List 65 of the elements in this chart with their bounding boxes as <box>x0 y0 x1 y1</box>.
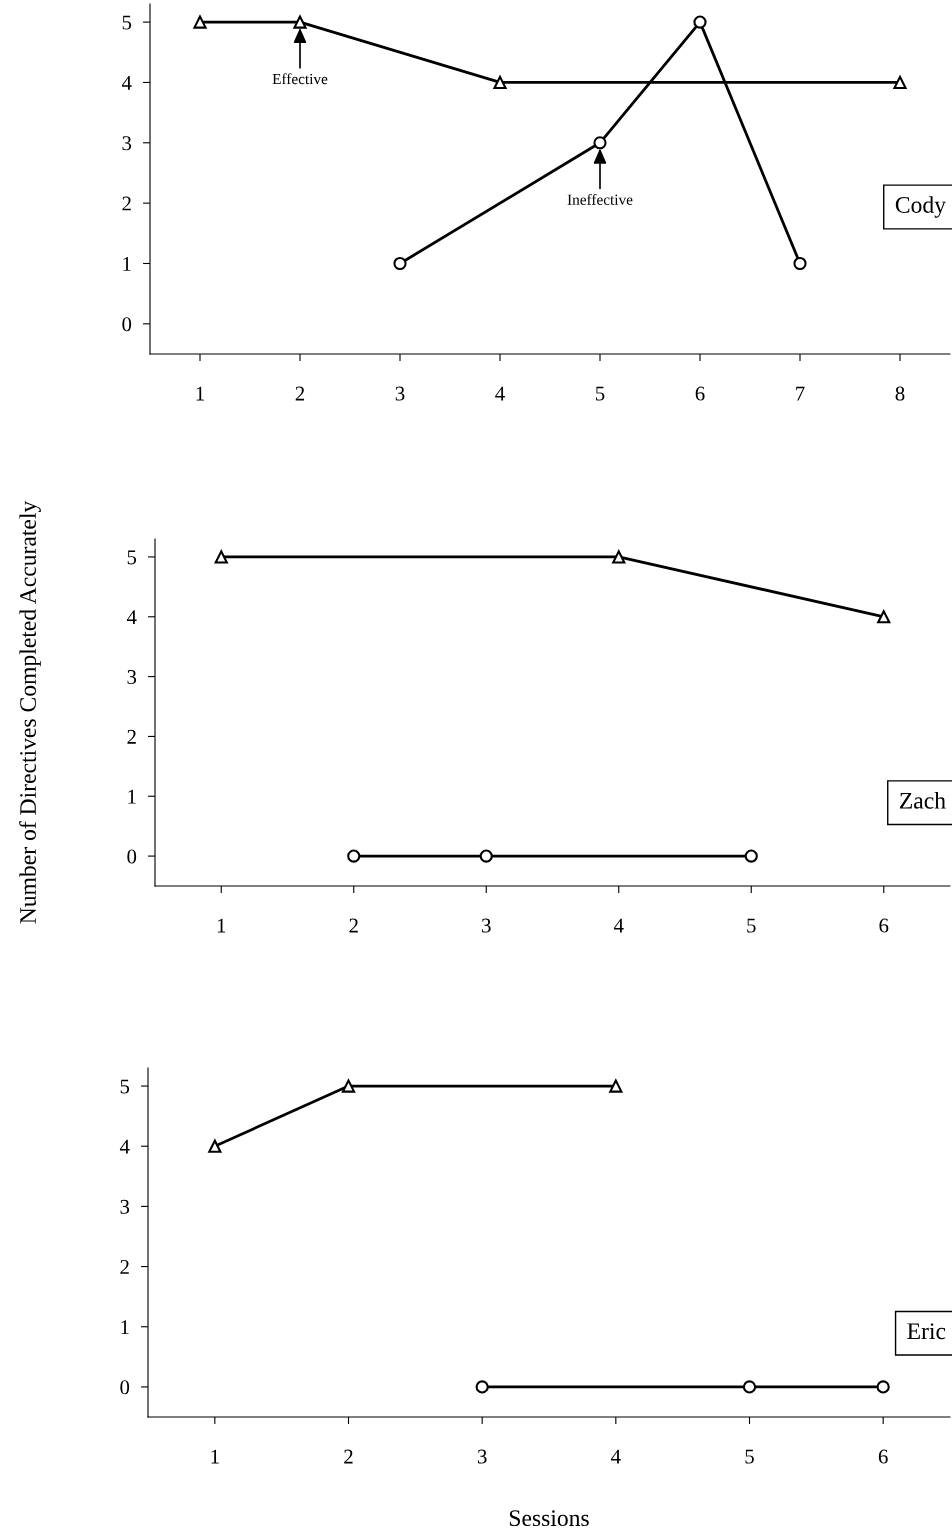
x-tick-label: 8 <box>895 386 905 401</box>
y-tick-label: 0 <box>120 1380 130 1395</box>
point <box>793 256 807 271</box>
x-tick-label: 7 <box>796 386 805 401</box>
x-axis-title: Sessions <box>509 1510 589 1527</box>
point <box>347 849 361 863</box>
point <box>876 1380 890 1394</box>
point <box>493 75 507 90</box>
point <box>208 1139 222 1153</box>
point <box>475 1380 489 1394</box>
y-tick-label: 5 <box>122 15 132 30</box>
x-tick-label: 2 <box>349 918 358 933</box>
point <box>214 550 228 564</box>
x-tick-label: 2 <box>344 1449 353 1464</box>
y-tick-label: 0 <box>127 849 137 864</box>
y-tick-label: 4 <box>121 75 132 90</box>
x-tick-label: 4 <box>613 918 624 933</box>
x-tick-label: 3 <box>482 918 491 933</box>
x-tick-label: 1 <box>217 918 226 933</box>
x-tick-label: 4 <box>495 386 505 401</box>
y-tick-label: 1 <box>128 789 136 804</box>
x-tick-label: 6 <box>878 1449 888 1464</box>
y-tick-label: 2 <box>122 196 131 211</box>
y-tick-label: 4 <box>119 1139 130 1154</box>
x-tick-label: 6 <box>879 918 889 933</box>
point <box>877 610 891 624</box>
point <box>612 550 626 564</box>
x-tick-label: 1 <box>211 1449 219 1464</box>
x-tick-label: 5 <box>745 1449 754 1464</box>
y-axis-title: Number of Directives Completed Accurately <box>19 500 41 924</box>
y-tick-label: 3 <box>122 136 132 151</box>
point <box>609 1079 623 1093</box>
annotation: Ineffective <box>567 193 633 205</box>
x-tick-label: 5 <box>596 386 605 401</box>
annotation: Zach <box>899 792 946 809</box>
point <box>744 849 758 863</box>
point <box>479 849 493 863</box>
point <box>393 256 407 271</box>
y-tick-label: 2 <box>120 1260 129 1274</box>
annotation: Effective <box>272 73 328 85</box>
point <box>693 15 707 29</box>
x-tick-label: 3 <box>477 1449 487 1464</box>
point <box>742 1380 757 1394</box>
x-tick-label: 1 <box>196 386 204 401</box>
point <box>341 1079 356 1093</box>
point <box>893 75 907 90</box>
y-tick-label: 1 <box>123 256 131 271</box>
y-tick-label: 3 <box>127 670 137 685</box>
x-tick-label: 4 <box>611 1449 621 1464</box>
y-tick-label: 2 <box>127 729 136 744</box>
y-tick-label: 3 <box>120 1199 130 1214</box>
x-tick-label: 3 <box>395 386 405 401</box>
annotation: Cody <box>895 196 946 218</box>
point <box>593 136 607 150</box>
y-tick-label: 5 <box>127 550 137 565</box>
y-tick-label: 5 <box>120 1079 130 1094</box>
y-tick-label: 4 <box>126 610 137 624</box>
x-tick-label: 6 <box>695 386 705 401</box>
y-tick-label: 1 <box>121 1320 129 1334</box>
annotation: Eric <box>907 1323 946 1340</box>
y-tick-label: 0 <box>122 317 132 332</box>
point <box>293 15 307 29</box>
x-tick-label: 2 <box>295 386 305 401</box>
point <box>193 15 207 29</box>
x-tick-label: 5 <box>747 918 756 933</box>
